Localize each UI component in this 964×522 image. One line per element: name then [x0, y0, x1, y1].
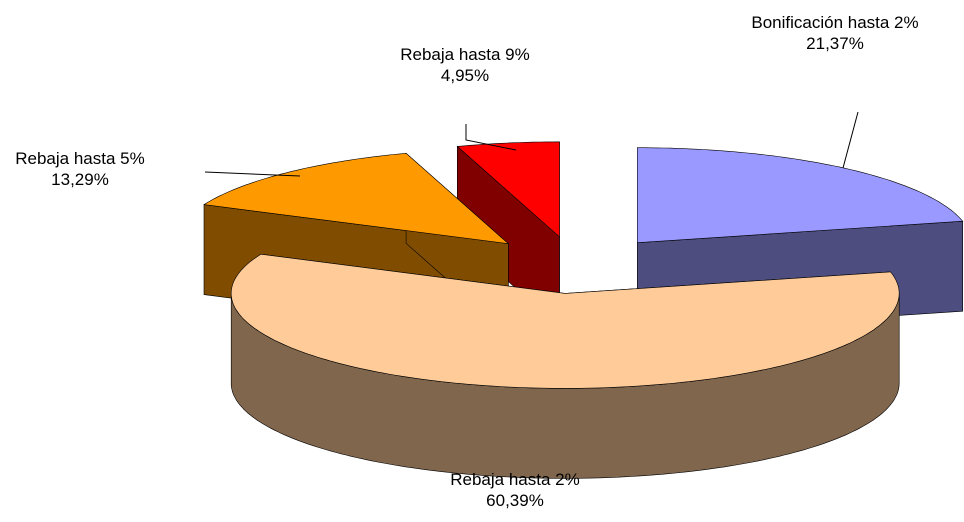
slice-label: Rebaja hasta 9% 4,95% [340, 44, 590, 86]
slice-label: Rebaja hasta 5% 13,29% [0, 148, 160, 190]
label-name: Rebaja hasta 2% [450, 470, 580, 489]
label-value: 4,95% [440, 66, 490, 85]
leader-line [465, 124, 517, 151]
slice [456, 141, 560, 238]
leader-line [204, 171, 301, 177]
label-name: Rebaja hasta 9% [400, 45, 530, 64]
label-name: Bonificación hasta 2% [751, 13, 919, 32]
label-value: 60,39% [486, 491, 544, 510]
slice [203, 152, 510, 245]
label-name: Rebaja hasta 5% [15, 149, 145, 168]
slice [230, 253, 900, 389]
label-value: 21,37% [806, 34, 864, 53]
slice-label: Bonificación hasta 2% 21,37% [745, 12, 925, 54]
slice [636, 147, 964, 244]
leader-line [842, 111, 859, 169]
label-value: 13,29% [51, 170, 109, 189]
slice-label: Rebaja hasta 2% 60,39% [390, 469, 640, 511]
